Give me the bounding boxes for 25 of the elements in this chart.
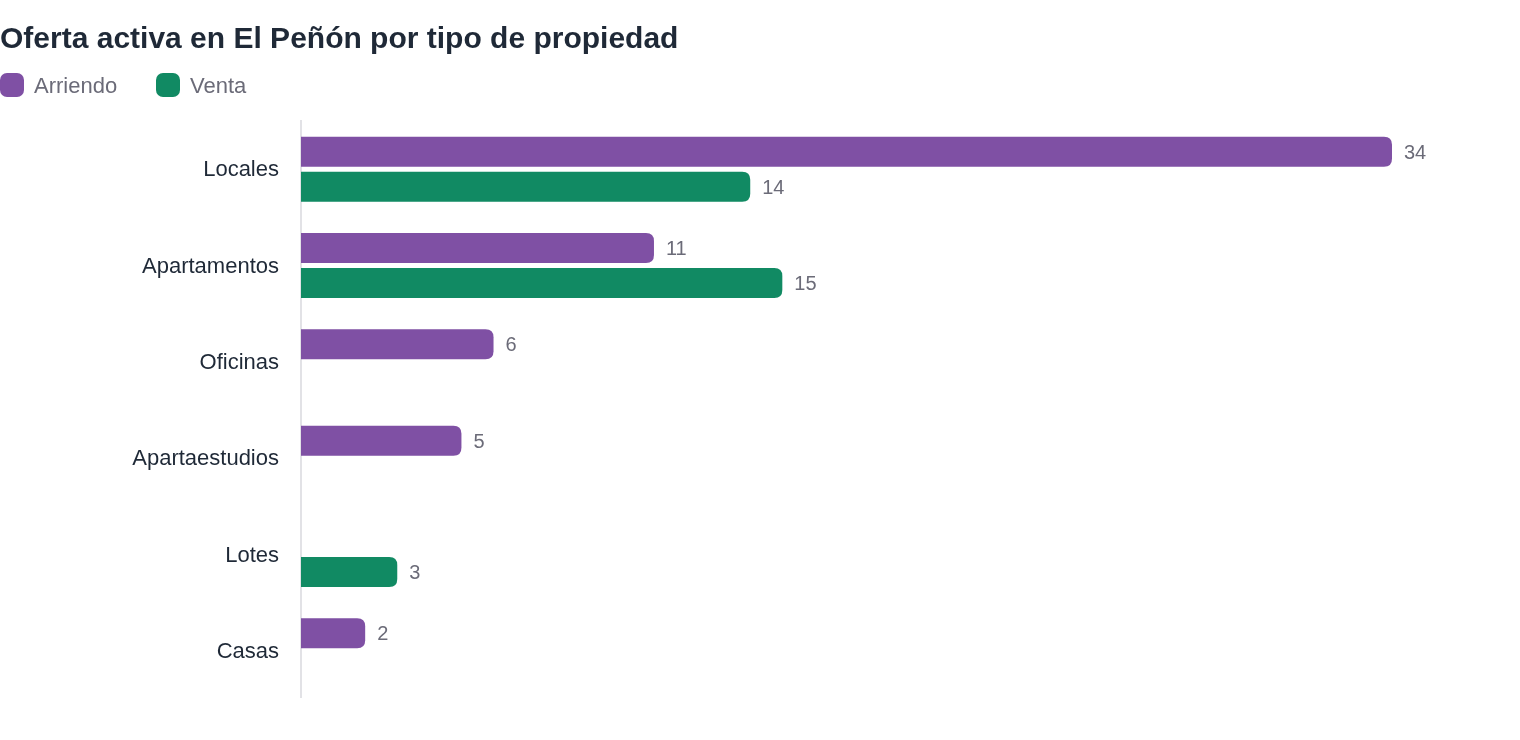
bar bbox=[301, 618, 366, 649]
data-label: 3 bbox=[409, 561, 421, 583]
y-tick-label: Lotes bbox=[225, 541, 279, 567]
chart-title: Oferta activa en El Peñón por tipo de propiedad bbox=[0, 21, 679, 54]
data-label: 5 bbox=[473, 429, 485, 452]
data-label: 14 bbox=[762, 175, 785, 198]
y-tick-label: Oficinas bbox=[199, 348, 279, 374]
data-label: 11 bbox=[665, 237, 687, 259]
bar bbox=[301, 329, 494, 360]
y-tick-label: Casas bbox=[216, 637, 279, 663]
bar bbox=[301, 136, 1392, 167]
data-label: 15 bbox=[794, 272, 817, 294]
data-label: 34 bbox=[1404, 140, 1427, 163]
bar bbox=[301, 233, 654, 263]
bar bbox=[301, 557, 398, 587]
legend-label: Venta bbox=[190, 73, 248, 98]
bar bbox=[301, 171, 751, 202]
y-tick-label: Apartamentos bbox=[142, 252, 279, 278]
data-label: 6 bbox=[505, 333, 517, 356]
bar bbox=[301, 268, 783, 298]
bar bbox=[301, 425, 462, 456]
data-label: 2 bbox=[377, 622, 389, 645]
y-tick-label: Apartaestudios bbox=[132, 445, 279, 471]
y-tick-label: Locales bbox=[203, 156, 279, 182]
legend-label: Arriendo bbox=[34, 73, 118, 98]
